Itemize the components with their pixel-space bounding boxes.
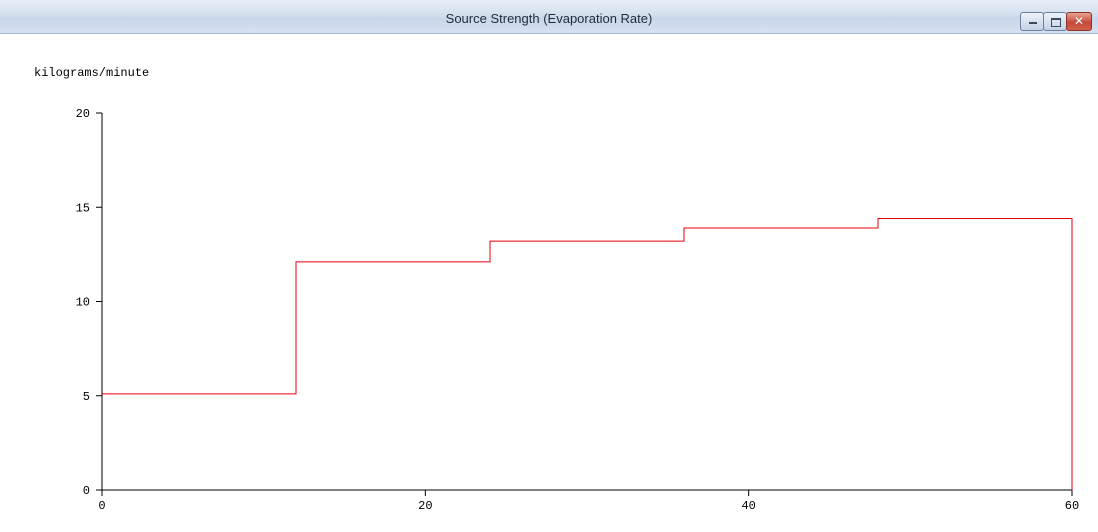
maximize-icon <box>1051 18 1061 27</box>
y-tick-label: 20 <box>76 107 90 121</box>
series-line-0 <box>102 218 1073 490</box>
x-tick-label: 0 <box>98 499 105 513</box>
x-tick-label: 20 <box>418 499 432 513</box>
window-controls: ✕ <box>1020 12 1092 32</box>
y-tick-label: 0 <box>83 484 90 498</box>
close-button[interactable]: ✕ <box>1066 12 1092 31</box>
x-tick-label: 60 <box>1065 499 1079 513</box>
y-tick-label: 15 <box>76 201 90 215</box>
window-titlebar[interactable]: Source Strength (Evaporation Rate) ✕ <box>0 0 1098 34</box>
close-icon: ✕ <box>1073 14 1085 28</box>
maximize-button[interactable] <box>1043 12 1067 31</box>
x-tick-label: 40 <box>741 499 755 513</box>
minimize-icon <box>1029 22 1037 24</box>
window-title: Source Strength (Evaporation Rate) <box>445 11 653 26</box>
y-axis-unit-label: kilograms/minute <box>34 66 150 80</box>
y-tick-label: 5 <box>83 390 90 404</box>
y-tick-label: 10 <box>76 296 90 310</box>
